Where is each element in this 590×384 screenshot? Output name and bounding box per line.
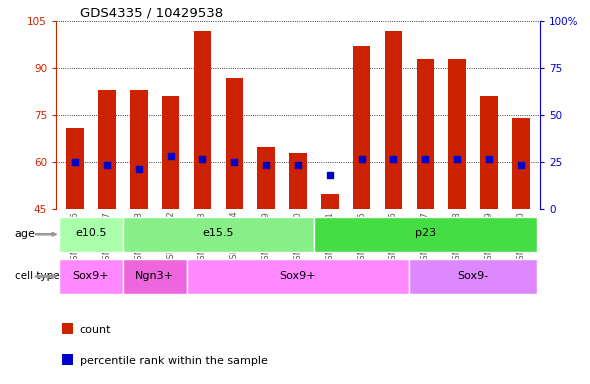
Bar bbox=[409, 259, 537, 294]
Bar bbox=[512, 118, 529, 351]
Bar bbox=[480, 96, 498, 351]
Bar bbox=[417, 59, 434, 351]
Bar bbox=[321, 194, 339, 351]
Point bbox=[453, 156, 462, 162]
Text: e10.5: e10.5 bbox=[76, 228, 107, 238]
Bar bbox=[194, 30, 211, 351]
Point bbox=[134, 166, 143, 172]
Point bbox=[166, 153, 175, 159]
Point bbox=[389, 156, 398, 162]
Point bbox=[357, 156, 366, 162]
Text: Ngn3+: Ngn3+ bbox=[135, 271, 174, 281]
Text: Sox9-: Sox9- bbox=[457, 271, 489, 281]
Point bbox=[516, 162, 526, 169]
Text: e15.5: e15.5 bbox=[202, 228, 234, 238]
Bar bbox=[257, 147, 275, 351]
Bar bbox=[67, 128, 84, 351]
Bar bbox=[98, 90, 116, 351]
Bar bbox=[314, 217, 537, 252]
Point bbox=[484, 156, 494, 162]
Point bbox=[293, 162, 303, 169]
Point bbox=[261, 162, 271, 169]
Bar bbox=[59, 259, 123, 294]
Text: percentile rank within the sample: percentile rank within the sample bbox=[80, 356, 267, 366]
Bar bbox=[59, 217, 123, 252]
Bar bbox=[130, 90, 148, 351]
Bar bbox=[186, 259, 409, 294]
Text: p23: p23 bbox=[415, 228, 436, 238]
Point bbox=[421, 156, 430, 162]
Bar bbox=[385, 30, 402, 351]
Text: cell type: cell type bbox=[15, 271, 60, 281]
Bar bbox=[448, 59, 466, 351]
Bar bbox=[123, 217, 314, 252]
Point bbox=[198, 156, 207, 162]
Bar bbox=[123, 259, 186, 294]
Text: age: age bbox=[15, 229, 35, 239]
Text: Sox9+: Sox9+ bbox=[73, 271, 109, 281]
Point bbox=[102, 162, 112, 169]
Bar bbox=[225, 78, 243, 351]
Point bbox=[325, 172, 335, 178]
Point bbox=[70, 159, 80, 166]
Bar bbox=[353, 46, 371, 351]
Text: count: count bbox=[80, 325, 111, 335]
Text: GDS4335 / 10429538: GDS4335 / 10429538 bbox=[80, 7, 224, 20]
Bar bbox=[289, 153, 307, 351]
Text: Sox9+: Sox9+ bbox=[280, 271, 316, 281]
Bar bbox=[162, 96, 179, 351]
Point bbox=[230, 159, 239, 166]
